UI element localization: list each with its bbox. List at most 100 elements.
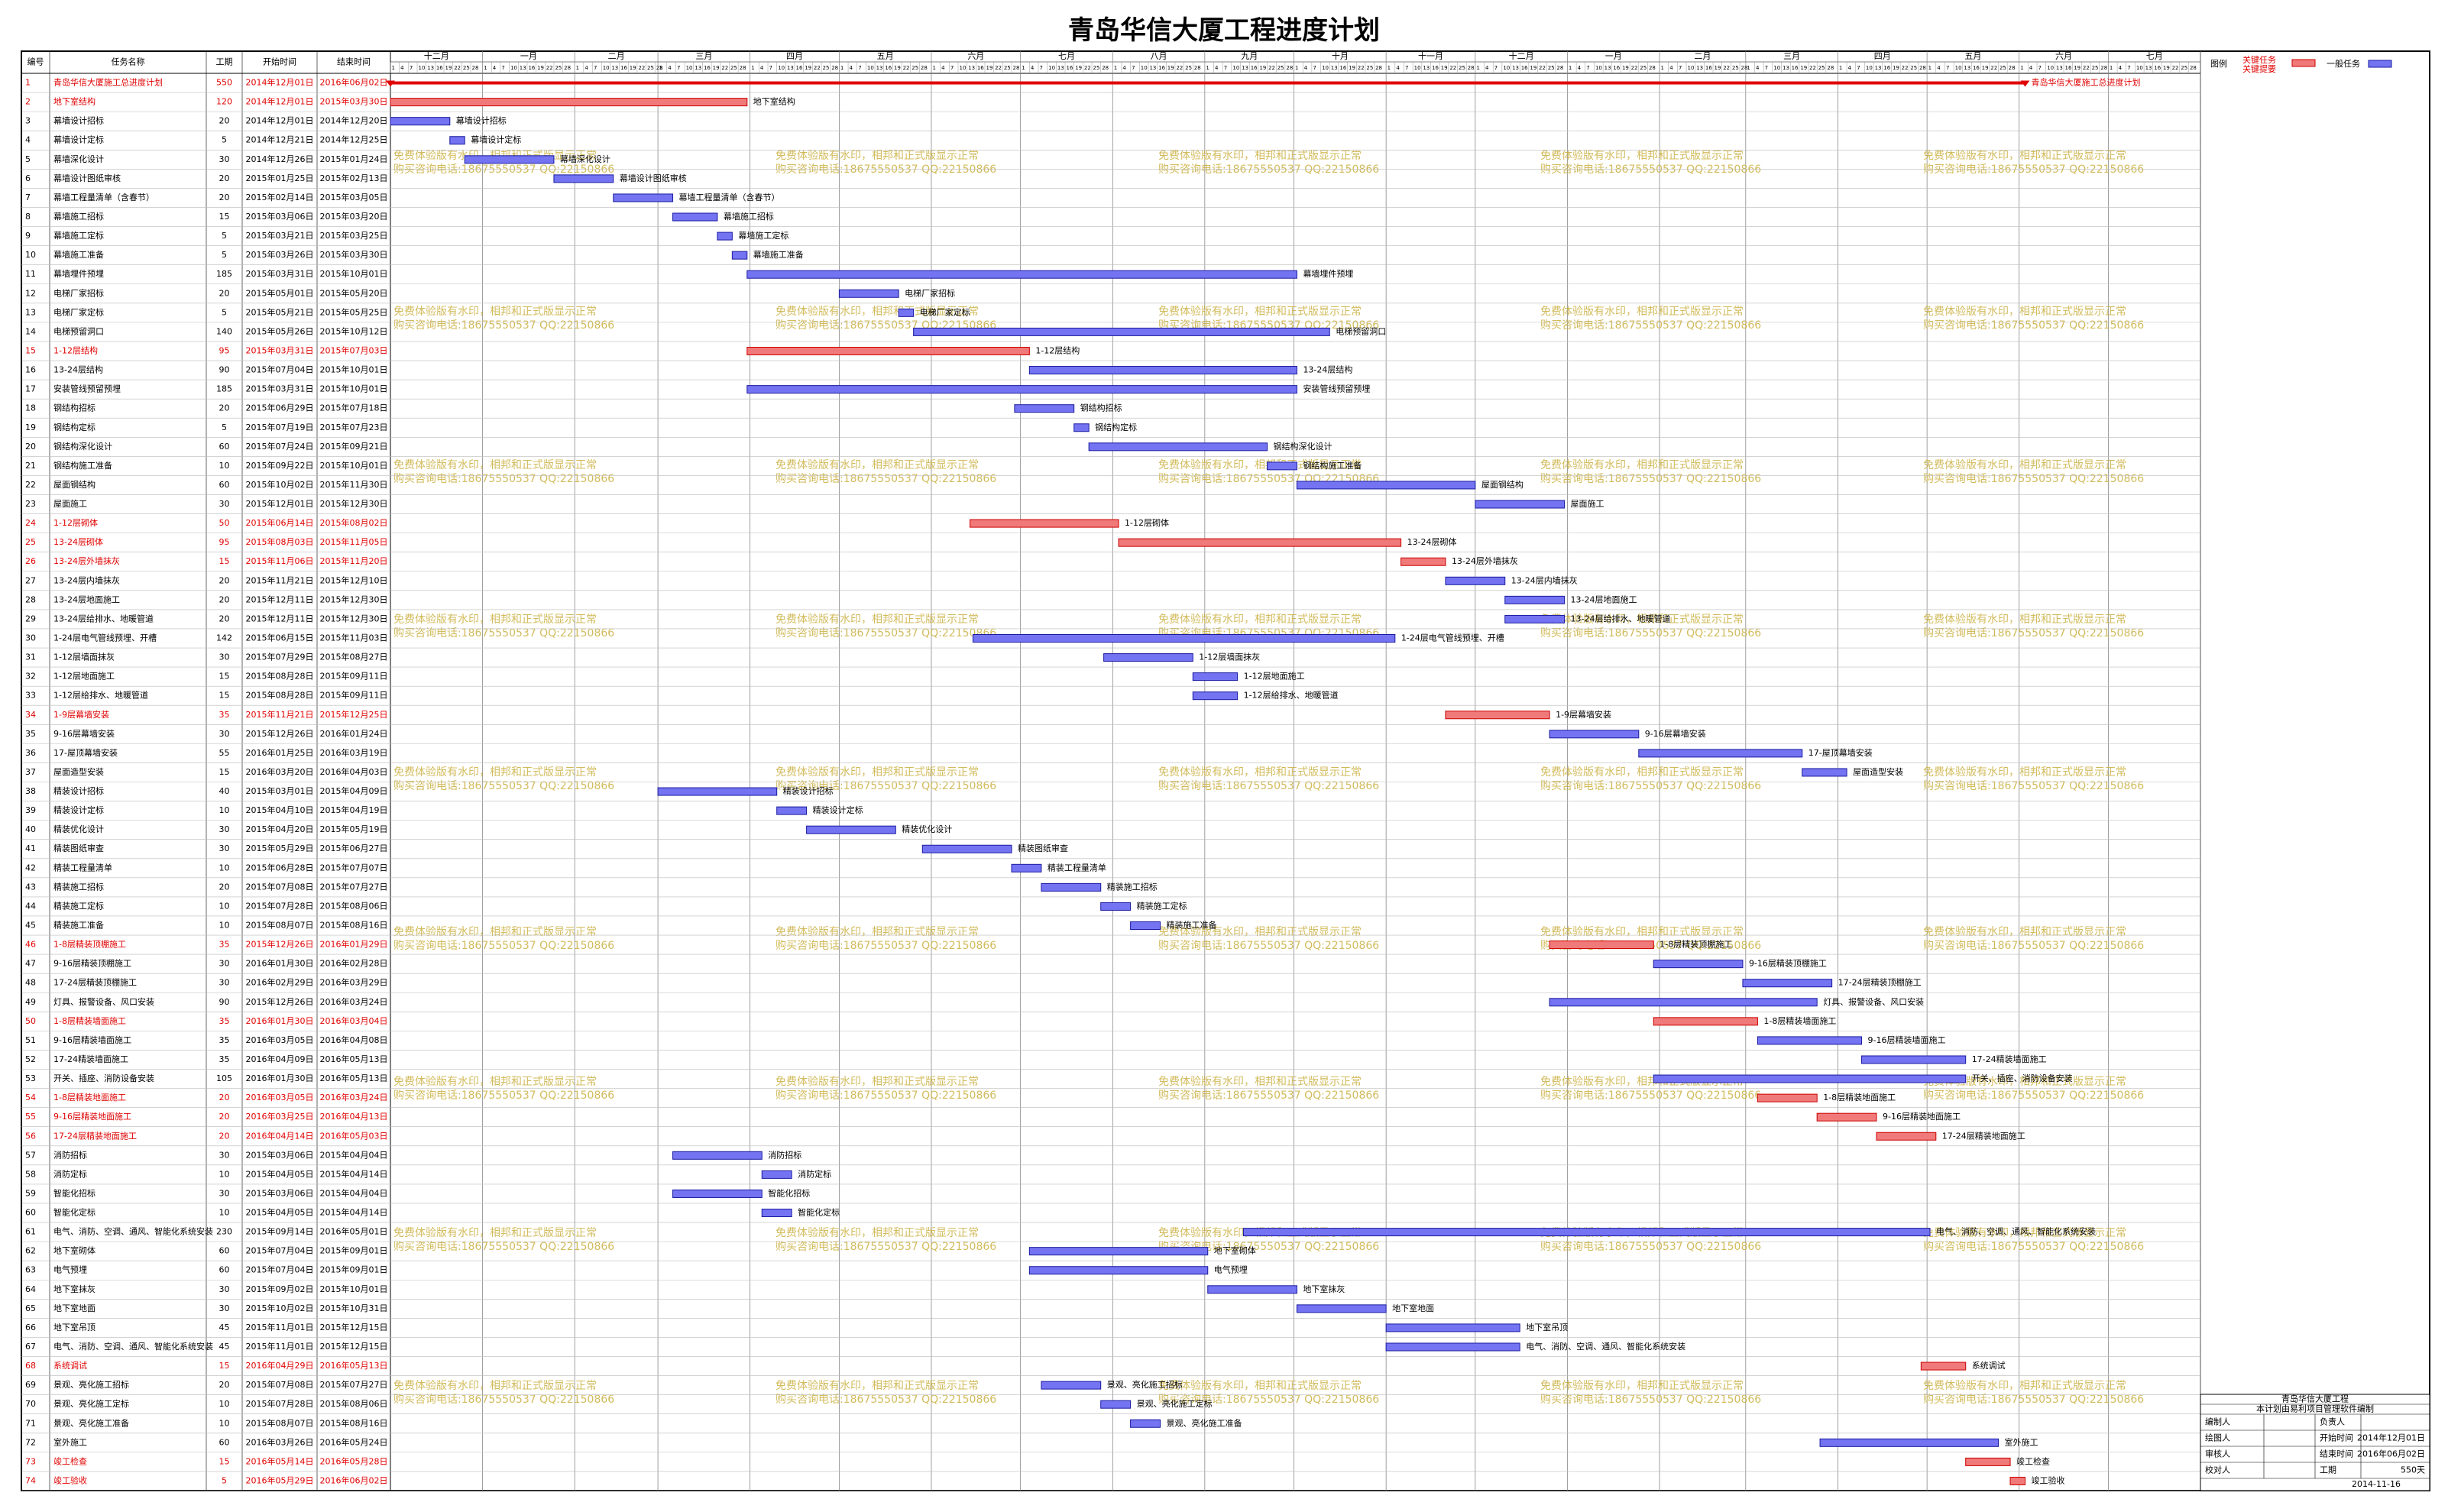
task-bar (761, 1170, 792, 1179)
cell-name: 电梯预留洞口 (53, 326, 104, 336)
cell-id: 1 (25, 78, 31, 88)
cell-start: 2015年06月28日 (246, 862, 314, 873)
cell-end: 2015年05月19日 (320, 824, 388, 834)
cell-name: 13-24层外墙抹灰 (53, 555, 120, 566)
task-bar (1653, 1017, 1758, 1026)
task-bar (657, 787, 778, 796)
cell-id: 9 (25, 231, 31, 241)
cell-end: 2015年01月24日 (320, 154, 388, 164)
day-label: 28 (1919, 65, 1926, 71)
day-label: 10 (1232, 65, 1239, 71)
watermark: 免费体验版有水印，相邦和正式版显示正常 (1158, 614, 1362, 626)
cell-start: 2016年03月25日 (246, 1111, 314, 1122)
cell-end: 2016年03月19日 (320, 747, 388, 758)
day-label: 19 (537, 65, 544, 71)
day-label: 4 (2029, 65, 2033, 71)
day-label: 13 (1783, 65, 1789, 71)
day-label: 7 (858, 65, 861, 71)
cell-duration: 10 (219, 901, 230, 911)
watermark: 购买咨询电话:18675550537 QQ:22150866 (1923, 164, 2144, 176)
task-bar (1549, 730, 1640, 739)
bar-label: 系统调试 (1972, 1361, 2006, 1371)
info-cell: 开始时间 (2320, 1433, 2353, 1443)
day-label: 10 (419, 65, 426, 71)
cell-id: 47 (25, 959, 36, 969)
cell-end: 2016年06月02日 (320, 77, 388, 88)
task-bar (1445, 711, 1550, 720)
bar-label: 幕墙设计招标 (456, 115, 507, 126)
task-bar (1638, 749, 1803, 758)
cell-end: 2015年04月09日 (320, 785, 388, 796)
day-label: 7 (1857, 65, 1860, 71)
cell-end: 2015年12月10日 (320, 575, 388, 585)
cell-end: 2015年11月03日 (320, 632, 388, 643)
cell-name: 幕墙设计招标 (53, 115, 104, 126)
bar-label: 9-16层精装墙面施工 (1868, 1034, 1946, 1045)
day-label: 25 (555, 65, 562, 71)
cell-name: 精装施工定标 (53, 900, 104, 911)
bar-label: 消防招标 (768, 1149, 801, 1160)
column-header: 任务名称 (112, 57, 145, 67)
day-label: 1 (576, 65, 579, 71)
day-label: 7 (677, 65, 680, 71)
cell-name: 精装设计定标 (53, 805, 104, 815)
info-cell: 审核人 (2205, 1449, 2230, 1459)
cell-id: 73 (25, 1456, 36, 1466)
day-label: 25 (1185, 65, 1192, 71)
bar-label: 景观、亮化施工招标 (1107, 1379, 1183, 1390)
cell-start: 2015年03月06日 (246, 1187, 314, 1198)
task-bar (1088, 442, 1268, 452)
day-label: 28 (2009, 65, 2016, 71)
day-label: 7 (501, 65, 504, 71)
cell-end: 2016年06月02日 (320, 1475, 388, 1485)
bar-label: 电梯预留洞口 (1336, 326, 1386, 336)
cell-name: 1-12层给排水、地暖管道 (53, 690, 148, 701)
watermark: 免费体验版有水印，相邦和正式版显示正常 (393, 1380, 597, 1392)
cell-end: 2015年11月05日 (320, 536, 388, 547)
day-label: 28 (831, 65, 838, 71)
watermark: 购买咨询电话:18675550537 QQ:22150866 (1158, 1394, 1379, 1406)
cell-name: 1-12层砌体 (53, 517, 98, 528)
day-label: 16 (620, 65, 627, 71)
cell-start: 2015年03月21日 (246, 230, 314, 241)
cell-name: 地下室砌体 (53, 1245, 96, 1256)
day-label: 22 (1539, 65, 1546, 71)
cell-id: 3 (25, 116, 31, 126)
cell-end: 2014年12月25日 (320, 134, 388, 145)
cell-start: 2015年07月24日 (246, 441, 314, 452)
cell-duration: 20 (219, 594, 230, 604)
watermark: 购买咨询电话:18675550537 QQ:22150866 (393, 627, 614, 639)
watermark: 购买咨询电话:18675550537 QQ:22150866 (776, 1089, 996, 1102)
cell-start: 2016年04月29日 (246, 1360, 314, 1371)
cell-end: 2015年08月27日 (320, 652, 388, 662)
cell-id: 62 (25, 1246, 36, 1256)
bar-label: 1-12层给排水、地暖管道 (1244, 690, 1339, 701)
cell-end: 2015年10月01日 (320, 384, 388, 394)
cell-id: 7 (25, 193, 31, 202)
bar-label: 精装设计招标 (783, 785, 834, 796)
bar-label: 精装工程量清单 (1048, 863, 1106, 873)
cell-duration: 45 (219, 1323, 230, 1332)
legend-title: 图例 (2210, 58, 2227, 69)
cell-start: 2015年07月29日 (246, 652, 314, 662)
task-bar (1267, 461, 1297, 471)
cell-duration: 15 (219, 672, 230, 682)
day-label: 22 (454, 65, 461, 71)
cell-start: 2015年12月01日 (246, 498, 314, 509)
task-bar (717, 231, 733, 241)
cell-id: 16 (25, 365, 36, 375)
cell-start: 2016年04月09日 (246, 1054, 314, 1064)
cell-name: 精装工程量清单 (53, 863, 112, 873)
day-label: 25 (1277, 65, 1284, 71)
cell-name: 地下室结构 (53, 96, 96, 107)
cell-id: 4 (25, 135, 31, 145)
cell-end: 2015年07月23日 (320, 422, 388, 432)
cell-duration: 10 (219, 921, 230, 931)
bar-label: 幕墙设计图纸审核 (620, 173, 687, 183)
day-label: 1 (1388, 65, 1391, 71)
task-bar (1011, 863, 1042, 873)
task-bar (972, 633, 1396, 643)
cell-duration: 40 (219, 786, 230, 796)
cell-start: 2015年05月21日 (246, 306, 314, 317)
cell-duration: 10 (219, 1418, 230, 1428)
